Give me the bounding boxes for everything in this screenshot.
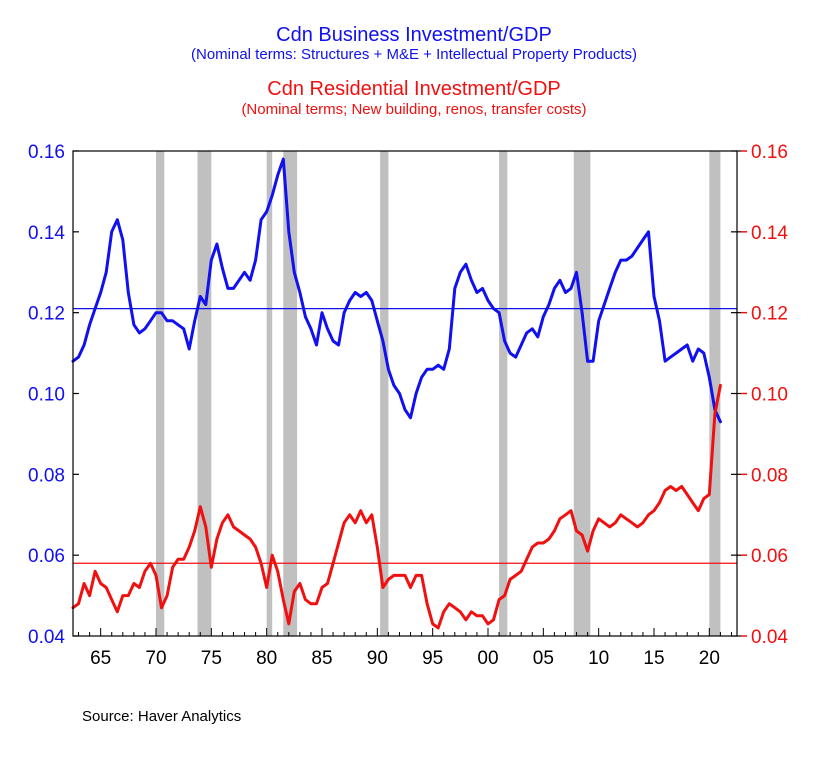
residential-chart-title: Cdn Residential Investment/GDP xyxy=(267,78,561,100)
left-y-axis: 0.04 0.06 0.08 0.10 0.12 0.14 0.16 xyxy=(28,142,79,648)
business-series-line xyxy=(71,157,722,424)
reference-lines xyxy=(73,308,737,564)
recession-band xyxy=(380,151,389,636)
x-tick-label: 10 xyxy=(588,648,609,669)
recession-band xyxy=(499,151,508,636)
series-lines xyxy=(71,157,722,630)
right-y-tick-label: 0.04 xyxy=(751,627,788,648)
left-y-tick-label: 0.16 xyxy=(28,142,65,163)
right-y-tick-label: 0.14 xyxy=(751,223,788,244)
left-y-tick-label: 0.04 xyxy=(28,627,65,648)
right-y-tick-label: 0.12 xyxy=(751,304,788,325)
x-tick-label: 65 xyxy=(90,648,111,669)
right-y-tick-label: 0.08 xyxy=(751,465,788,486)
left-y-tick-label: 0.06 xyxy=(28,546,65,567)
left-y-tick-label: 0.08 xyxy=(28,465,65,486)
right-y-tick-label: 0.10 xyxy=(751,385,788,406)
x-tick-label: 15 xyxy=(643,648,664,669)
residential-series-line xyxy=(71,383,722,630)
business-chart-subtitle: (Nominal terms: Structures + M&E + Intel… xyxy=(191,46,637,63)
left-y-tick-label: 0.10 xyxy=(28,385,65,406)
x-axis: 65 70 75 80 85 90 95 00 05 10 15 20 xyxy=(78,628,732,669)
x-tick-label: 20 xyxy=(699,648,720,669)
recession-band xyxy=(156,151,165,636)
right-y-tick-label: 0.06 xyxy=(751,546,788,567)
x-tick-label: 80 xyxy=(256,648,277,669)
recession-band xyxy=(266,151,273,636)
right-y-tick-label: 0.16 xyxy=(751,142,788,163)
residential-chart-subtitle: (Nominal terms; New building, renos, tra… xyxy=(241,101,587,118)
x-tick-label: 05 xyxy=(533,648,554,669)
x-tick-label: 85 xyxy=(311,648,332,669)
x-tick-label: 90 xyxy=(367,648,388,669)
x-tick-label: 70 xyxy=(145,648,166,669)
x-tick-label: 75 xyxy=(201,648,222,669)
left-y-tick-label: 0.12 xyxy=(28,304,65,325)
left-y-tick-label: 0.14 xyxy=(28,223,65,244)
right-y-axis: 0.04 0.06 0.08 0.10 0.12 0.14 0.16 xyxy=(731,142,788,648)
business-chart-title: Cdn Business Investment/GDP xyxy=(276,24,552,46)
x-tick-label: 95 xyxy=(422,648,443,669)
source-note: Source: Haver Analytics xyxy=(82,708,242,725)
recession-band xyxy=(709,151,721,636)
x-tick-label: 00 xyxy=(477,648,498,669)
